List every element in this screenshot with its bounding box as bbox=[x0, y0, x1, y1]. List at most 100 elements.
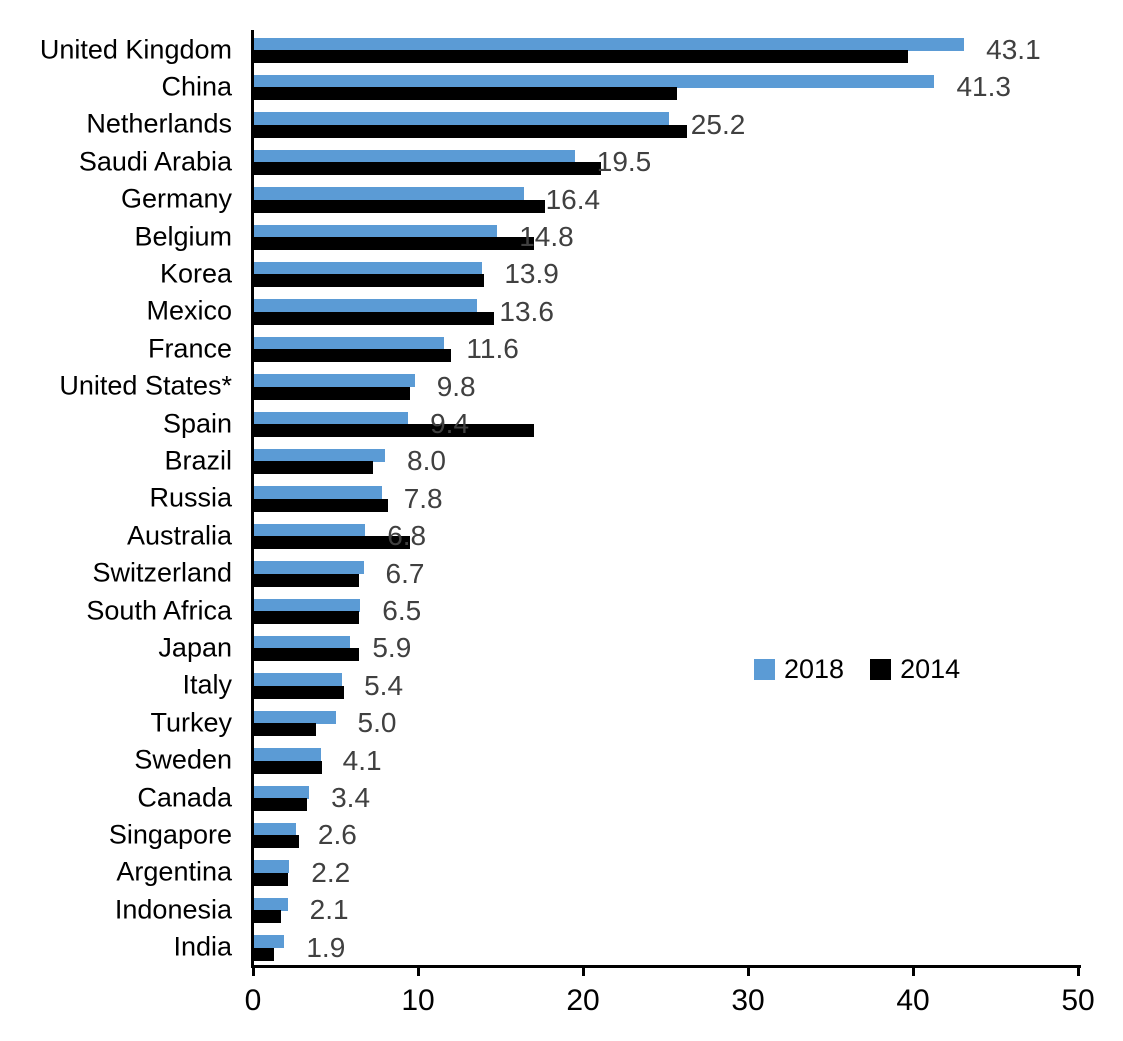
category-label: Canada bbox=[137, 782, 232, 812]
bar-2014 bbox=[253, 50, 909, 63]
category-label: Italy bbox=[182, 669, 232, 700]
value-label: 7.8 bbox=[403, 482, 443, 514]
legend: 2018 2014 bbox=[754, 656, 960, 683]
legend-swatch-2018-icon bbox=[754, 659, 775, 680]
x-axis-tick-label: 0 bbox=[244, 984, 262, 1017]
x-axis-tick bbox=[251, 965, 255, 976]
bar-2014 bbox=[253, 124, 687, 138]
category-label: United Kingdom bbox=[39, 34, 232, 64]
bar-2014 bbox=[253, 199, 546, 213]
bar-2018 bbox=[253, 149, 575, 163]
bar-2018 bbox=[253, 74, 935, 88]
category-label: Saudi Arabia bbox=[78, 146, 232, 177]
value-label: 41.3 bbox=[956, 71, 1011, 103]
bar-2018 bbox=[253, 748, 321, 762]
value-label: 5.0 bbox=[357, 707, 397, 739]
bar-2018 bbox=[253, 374, 415, 388]
bar-2014 bbox=[253, 760, 323, 774]
x-axis-tick-label: 10 bbox=[401, 984, 435, 1017]
value-label: 2.2 bbox=[311, 856, 351, 888]
bar-2018 bbox=[253, 37, 965, 51]
bar-2014 bbox=[253, 424, 534, 437]
category-label: Switzerland bbox=[92, 557, 232, 588]
bar-2018 bbox=[253, 860, 290, 874]
x-axis-tick-label: 20 bbox=[566, 984, 600, 1017]
value-label: 5.4 bbox=[364, 669, 404, 701]
legend-label-2018: 2018 bbox=[784, 654, 845, 684]
bar-2018 bbox=[253, 785, 310, 799]
category-label: Argentina bbox=[116, 856, 232, 887]
value-label: 3.4 bbox=[331, 782, 371, 813]
x-axis-tick bbox=[911, 965, 915, 976]
bar-2018 bbox=[253, 486, 382, 500]
value-label: 9.4 bbox=[430, 408, 470, 439]
bar-2014 bbox=[253, 162, 602, 176]
bar-2014 bbox=[253, 274, 484, 288]
bar-2018 bbox=[253, 299, 478, 313]
category-label: Indonesia bbox=[114, 894, 232, 925]
category-label: Australia bbox=[126, 520, 232, 551]
value-label: 5.9 bbox=[372, 632, 412, 664]
category-label: Germany bbox=[120, 183, 232, 214]
bar-2014 bbox=[253, 648, 359, 662]
bar-2018 bbox=[253, 261, 483, 275]
value-label: 25.2 bbox=[690, 108, 746, 140]
bar-2018 bbox=[253, 336, 445, 350]
value-label: 19.5 bbox=[596, 146, 652, 178]
category-label: Singapore bbox=[108, 819, 232, 850]
category-label: United States* bbox=[59, 370, 232, 401]
category-label: Spain bbox=[162, 408, 232, 438]
x-axis-tick bbox=[581, 965, 585, 976]
bar-2014 bbox=[253, 573, 359, 587]
bar-2014 bbox=[253, 87, 678, 101]
bar-2014 bbox=[253, 947, 275, 961]
value-label: 6.5 bbox=[382, 595, 422, 626]
category-label: France bbox=[147, 333, 232, 364]
bar-2014 bbox=[253, 835, 300, 849]
bar-2018 bbox=[253, 710, 336, 724]
bar-2014 bbox=[253, 311, 494, 325]
bar-2014 bbox=[253, 536, 410, 550]
value-label: 6.7 bbox=[385, 557, 425, 589]
bar-2018 bbox=[253, 224, 498, 238]
x-axis-line bbox=[251, 965, 1081, 968]
bar-2018 bbox=[253, 411, 409, 425]
value-label: 14.8 bbox=[519, 221, 574, 252]
category-label: Brazil bbox=[164, 445, 232, 476]
x-axis-tick-label: 50 bbox=[1061, 984, 1095, 1017]
x-axis-tick bbox=[416, 965, 420, 976]
category-label: Mexico bbox=[146, 295, 232, 326]
y-axis-line bbox=[251, 30, 254, 968]
bar-2014 bbox=[253, 723, 316, 737]
bar-2018 bbox=[253, 673, 343, 687]
category-label: China bbox=[161, 71, 232, 102]
value-label: 11.6 bbox=[466, 333, 519, 365]
value-label: 2.6 bbox=[317, 819, 357, 851]
value-label: 6.8 bbox=[387, 520, 427, 552]
legend-swatch-2014-icon bbox=[870, 659, 892, 680]
bar-2018 bbox=[253, 598, 361, 612]
bar-2014 bbox=[253, 798, 308, 811]
category-label: Belgium bbox=[134, 221, 232, 251]
value-label: 13.6 bbox=[499, 295, 554, 327]
category-label: Korea bbox=[159, 258, 232, 289]
x-axis-tick-label: 40 bbox=[896, 984, 930, 1017]
bar-2018 bbox=[253, 935, 285, 949]
bar-2018 bbox=[253, 448, 385, 462]
bar-2018 bbox=[253, 561, 364, 575]
legend-label-2014: 2014 bbox=[900, 654, 961, 684]
bar-2018 bbox=[253, 112, 669, 126]
legend-item-2018: 2018 bbox=[754, 656, 844, 683]
x-axis-tick bbox=[1076, 965, 1080, 976]
bar-2014 bbox=[253, 685, 344, 699]
category-label: South Africa bbox=[86, 595, 232, 625]
category-label: Turkey bbox=[150, 707, 232, 738]
value-label: 1.9 bbox=[306, 931, 346, 963]
bar-2014 bbox=[253, 461, 374, 475]
bar-2014 bbox=[253, 349, 451, 363]
bar-2018 bbox=[253, 187, 524, 201]
value-label: 43.1 bbox=[986, 34, 1041, 65]
value-label: 8.0 bbox=[407, 445, 446, 477]
bar-2014 bbox=[253, 611, 359, 624]
